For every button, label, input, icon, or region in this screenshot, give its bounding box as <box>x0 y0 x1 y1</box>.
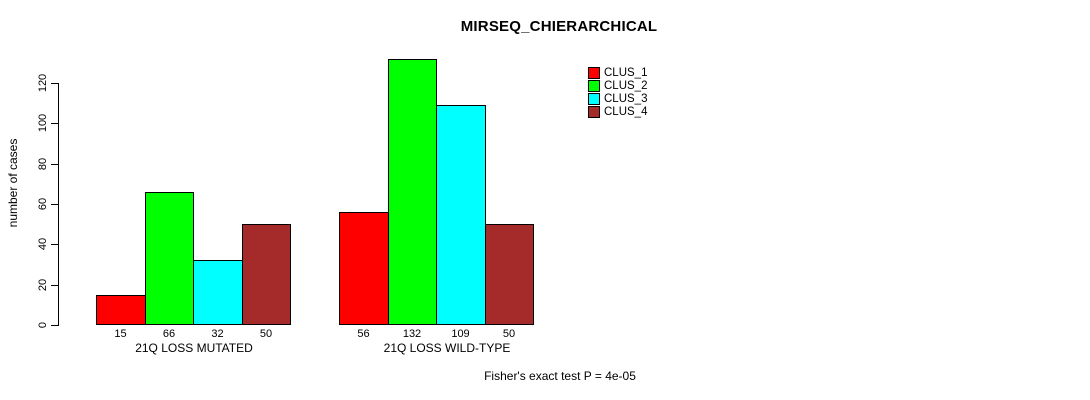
x-group-label: 21Q LOSS WILD-TYPE <box>383 341 511 355</box>
y-tick <box>51 325 58 326</box>
bar-clus_2-1 <box>145 192 194 325</box>
y-tick-label: 60 <box>37 197 49 211</box>
bar-value-label: 109 <box>451 328 470 340</box>
y-tick-label: 100 <box>37 113 49 133</box>
bar-clus_4-2 <box>485 224 534 325</box>
y-tick <box>51 164 58 165</box>
bar-clus_1-1 <box>96 295 146 325</box>
legend-label: CLUS_1 <box>604 66 648 79</box>
y-tick <box>51 204 58 205</box>
y-tick-label: 80 <box>37 157 49 171</box>
bar-value-label: 32 <box>211 328 224 340</box>
legend-label: CLUS_3 <box>604 92 648 105</box>
legend-label: CLUS_4 <box>604 105 648 118</box>
legend: CLUS_1 CLUS_2 CLUS_3 CLUS_4 <box>588 66 647 118</box>
legend-item: CLUS_1 <box>588 66 647 79</box>
bar-value-label: 56 <box>357 328 370 340</box>
legend-swatch-clus_3 <box>588 92 600 105</box>
y-tick-label: 40 <box>37 237 49 251</box>
bar-clus_3-2 <box>436 105 486 325</box>
legend-item: CLUS_2 <box>588 79 647 92</box>
bar-value-label: 50 <box>259 328 273 340</box>
y-tick <box>51 244 58 245</box>
legend-swatch-clus_1 <box>588 66 600 79</box>
y-tick <box>51 285 58 286</box>
x-group-label: 21Q LOSS MUTATED <box>135 341 253 355</box>
bar-value-label: 15 <box>114 328 127 340</box>
chart-title: MIRSEQ_CHIERARCHICAL <box>460 18 658 35</box>
legend-swatch-clus_4 <box>588 105 600 118</box>
legend-item: CLUS_3 <box>588 92 647 105</box>
bar-clus_1-2 <box>339 212 389 325</box>
bar-clus_4-1 <box>242 224 291 325</box>
y-tick-label: 0 <box>37 321 49 329</box>
y-tick-label: 20 <box>37 278 49 292</box>
bar-value-label: 66 <box>162 328 176 340</box>
legend-swatch-clus_2 <box>588 79 600 92</box>
bar-value-label: 132 <box>402 328 422 340</box>
annotation-text: Fisher's exact test P = 4e-05 <box>484 369 636 383</box>
bar-value-label: 50 <box>502 328 516 340</box>
y-tick-label: 120 <box>37 73 49 93</box>
legend-item: CLUS_4 <box>588 105 647 118</box>
y-axis-line <box>58 83 59 326</box>
legend-label: CLUS_2 <box>604 79 648 92</box>
y-tick <box>51 123 58 124</box>
bar-clus_3-1 <box>193 260 243 325</box>
y-axis-label: number of cases <box>6 138 20 228</box>
bar-clus_2-2 <box>388 59 437 325</box>
y-tick <box>51 83 58 84</box>
